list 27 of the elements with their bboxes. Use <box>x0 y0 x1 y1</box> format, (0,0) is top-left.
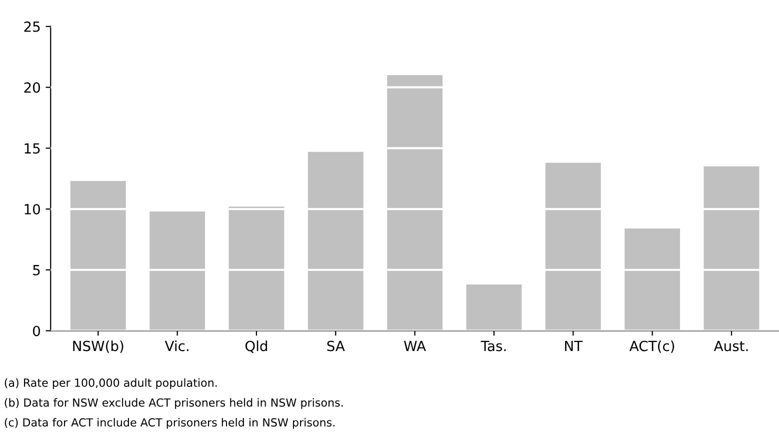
y-tick-label: 15 <box>24 143 40 154</box>
bar <box>387 75 443 331</box>
bar <box>70 181 126 331</box>
bar <box>704 166 760 331</box>
text: (b) Data for NSW exclude ACT prisoners held in NSW prisons. <box>4 398 343 409</box>
text: (c) Data for ACT include ACT prisoners held in NSW prisons. <box>4 418 334 429</box>
y-tick-label: 10 <box>24 204 40 215</box>
y-tick-label: 20 <box>24 82 40 93</box>
x-tick-label: SA <box>327 340 345 352</box>
bar <box>624 228 680 331</box>
y-tick-label: 5 <box>33 265 40 276</box>
x-tick-label: Qld <box>245 340 268 353</box>
text: (a) Rate per 100,000 adult population. <box>4 378 217 390</box>
x-tick-label: NT <box>565 340 583 352</box>
x-tick-label: NSW(b) <box>73 340 124 353</box>
bar <box>308 152 364 331</box>
x-tick-label: Aust. <box>714 340 748 352</box>
bar <box>150 211 206 331</box>
bar <box>228 206 284 331</box>
y-tick-label: 25 <box>24 21 40 32</box>
x-tick-label: Vic. <box>164 340 188 352</box>
x-tick-label: Tas. <box>480 340 506 352</box>
y-tick-label: 0 <box>32 326 40 336</box>
bar <box>545 162 601 331</box>
x-tick-label: WA <box>404 340 426 352</box>
x-tick-label: ACT(c) <box>629 340 674 353</box>
bar <box>466 284 522 331</box>
